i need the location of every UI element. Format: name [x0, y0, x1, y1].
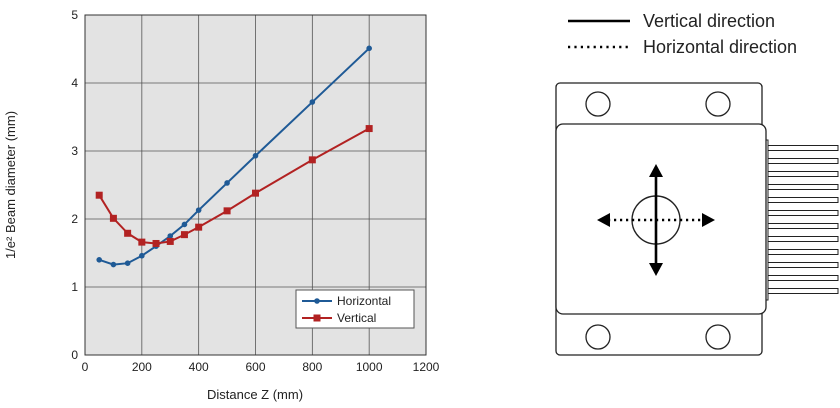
- data-point: [95, 191, 103, 199]
- x-tick-label: 200: [132, 360, 152, 374]
- series-layer: [95, 45, 373, 268]
- data-point: [166, 237, 174, 245]
- data-point: [124, 229, 132, 237]
- connector-pin: [761, 275, 839, 281]
- connector-pin: [761, 184, 839, 190]
- x-tick-label: 1000: [356, 360, 383, 374]
- data-point: [309, 99, 316, 105]
- connector-pin: [761, 262, 839, 268]
- mounting-hole-bottom-right: [705, 324, 731, 350]
- data-point: [195, 223, 203, 231]
- mounting-hole-top-right: [705, 91, 731, 117]
- connector-pins: [759, 139, 839, 301]
- y-axis-ticks: 0 1 2 3 4 5: [71, 8, 78, 362]
- data-point: [110, 261, 117, 268]
- connector-pin: [761, 210, 839, 216]
- plot-frame: [84, 14, 427, 356]
- x-tick-label: 800: [302, 360, 322, 374]
- connector-pin: [761, 197, 839, 203]
- series-horizontal: [96, 45, 372, 268]
- data-point: [152, 239, 160, 247]
- legend-label: Horizontal: [337, 294, 391, 308]
- y-tick-label: 0: [71, 348, 78, 362]
- x-axis-ticks: 0 200 400 600 800 1000 1200: [82, 360, 440, 374]
- x-tick-label: 1200: [413, 360, 440, 374]
- connector-pin: [761, 158, 839, 164]
- x-tick-label: 0: [82, 360, 89, 374]
- legend-entry-horizontal: Horizontal: [302, 294, 391, 308]
- x-tick-label: 400: [189, 360, 209, 374]
- data-point: [124, 260, 131, 267]
- vertical-arrow-head-down-icon: [649, 263, 663, 276]
- data-point: [181, 221, 188, 228]
- legend-marker: [313, 314, 321, 322]
- data-point: [167, 233, 174, 239]
- x-axis-label: Distance Z (mm): [207, 387, 303, 402]
- data-point: [109, 214, 117, 222]
- data-point: [195, 207, 202, 213]
- y-tick-label: 4: [71, 76, 78, 90]
- horizontal-arrow-head-left-icon: [597, 213, 610, 227]
- legend-marker: [314, 298, 320, 304]
- chart-legend: Horizontal Vertical: [295, 289, 415, 329]
- data-point: [224, 180, 230, 186]
- legend-vertical-label: Vertical direction: [643, 11, 775, 31]
- data-point: [180, 231, 188, 239]
- mounting-hole-top-left: [585, 91, 611, 117]
- direction-diagram: Vertical direction Horizontal direction: [555, 11, 839, 356]
- connector-pin: [761, 171, 839, 177]
- data-point: [223, 207, 231, 215]
- data-point: [365, 125, 373, 133]
- data-point: [138, 238, 146, 246]
- legend-horizontal-label: Horizontal direction: [643, 37, 797, 57]
- connector-pin: [761, 223, 839, 229]
- chart-legend-box: [295, 289, 415, 329]
- data-point: [366, 45, 372, 52]
- y-tick-label: 1: [71, 280, 78, 294]
- y-axis-label: 1/e² Beam diameter (mm): [3, 111, 18, 259]
- horizontal-arrow-head-right-icon: [702, 213, 715, 227]
- data-point: [308, 156, 316, 164]
- data-point: [96, 257, 103, 263]
- vertical-arrow-head-up-icon: [649, 164, 663, 177]
- beam-diameter-chart: 0 200 400 600 800 1000 1200 0 1 2 3 4 5 Distance Z …: [3, 8, 440, 402]
- grid: [85, 15, 426, 355]
- y-tick-label: 5: [71, 8, 78, 22]
- x-tick-label: 600: [245, 360, 265, 374]
- series-vertical: [95, 125, 373, 247]
- connector-pin: [761, 145, 839, 151]
- connector-pin: [761, 288, 839, 294]
- mounting-hole-bottom-left: [585, 324, 611, 350]
- y-tick-label: 2: [71, 212, 78, 226]
- legend-entry-vertical: Vertical: [302, 311, 376, 325]
- connector-pin: [761, 249, 839, 255]
- data-point: [252, 152, 259, 159]
- data-point: [139, 252, 145, 259]
- data-point: [252, 189, 259, 197]
- connector-pin: [761, 236, 839, 242]
- y-tick-label: 3: [71, 144, 78, 158]
- legend-label: Vertical: [337, 311, 376, 325]
